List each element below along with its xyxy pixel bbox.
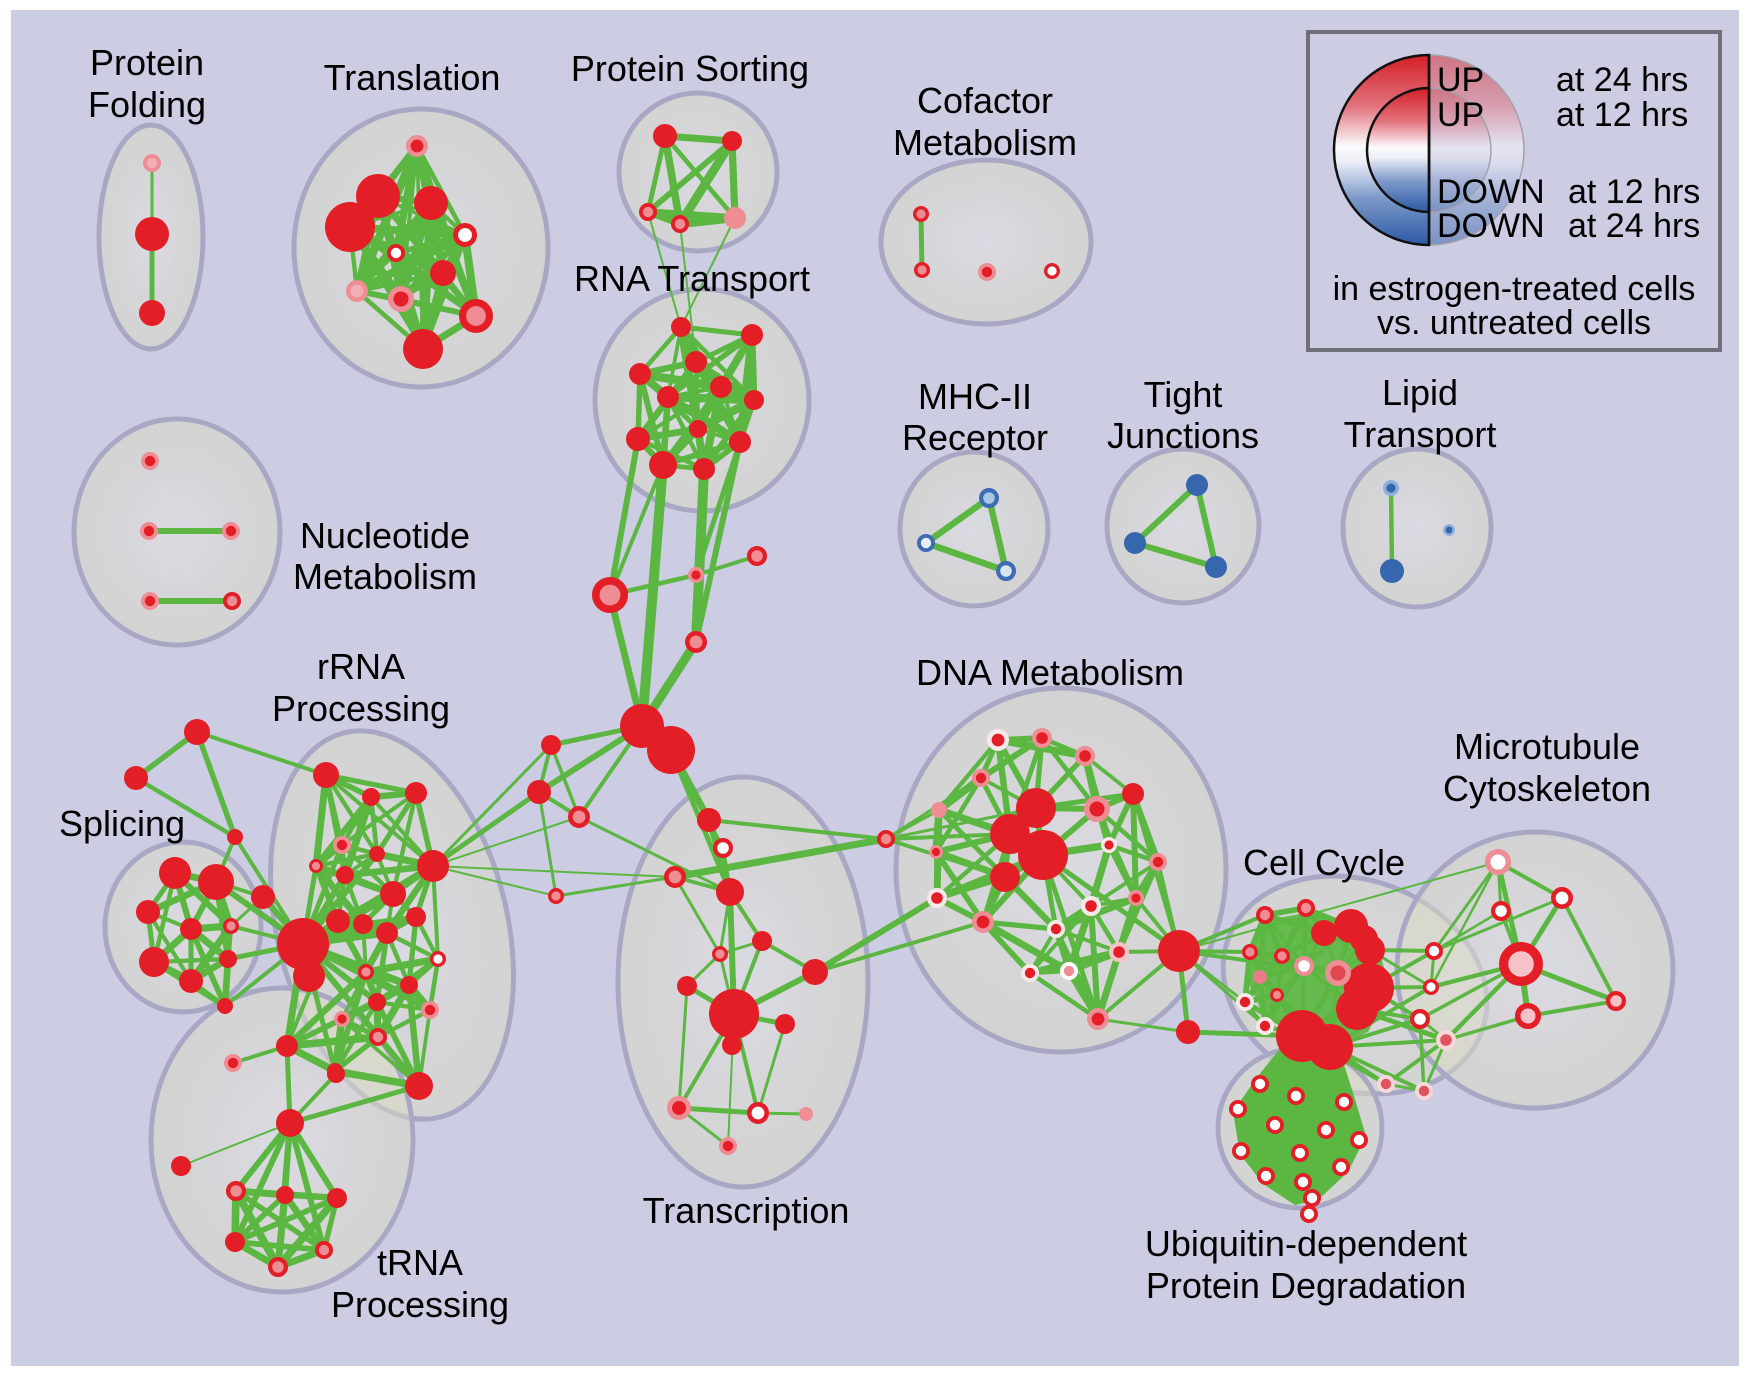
svg-text:DOWN: DOWN — [1437, 173, 1545, 211]
svg-text:Transport: Transport — [1344, 414, 1497, 455]
svg-text:Microtubule: Microtubule — [1454, 726, 1640, 767]
svg-text:RNA Transport: RNA Transport — [574, 258, 810, 299]
svg-text:at 24 hrs: at 24 hrs — [1568, 207, 1700, 245]
svg-text:Metabolism: Metabolism — [293, 556, 477, 597]
svg-text:Processing: Processing — [272, 688, 450, 729]
svg-text:in estrogen-treated cells: in estrogen-treated cells — [1333, 270, 1696, 308]
svg-text:vs. untreated cells: vs. untreated cells — [1377, 304, 1651, 342]
svg-text:Protein Degradation: Protein Degradation — [1146, 1265, 1466, 1306]
svg-text:Translation: Translation — [324, 57, 501, 98]
svg-text:MHC-II: MHC-II — [918, 376, 1032, 417]
svg-text:Protein: Protein — [90, 42, 204, 83]
svg-text:Protein Sorting: Protein Sorting — [571, 48, 809, 89]
svg-text:Splicing: Splicing — [59, 803, 185, 844]
svg-text:Lipid: Lipid — [1382, 372, 1458, 413]
svg-text:Processing: Processing — [331, 1284, 509, 1325]
svg-text:rRNA: rRNA — [317, 646, 405, 687]
svg-text:DOWN: DOWN — [1437, 207, 1545, 245]
svg-text:Metabolism: Metabolism — [893, 122, 1077, 163]
svg-text:at 12 hrs: at 12 hrs — [1568, 173, 1700, 211]
svg-text:Cytoskeleton: Cytoskeleton — [1443, 768, 1651, 809]
svg-text:Nucleotide: Nucleotide — [300, 515, 470, 556]
svg-text:Tight: Tight — [1144, 374, 1223, 415]
svg-text:Folding: Folding — [88, 84, 206, 125]
svg-text:tRNA: tRNA — [377, 1242, 463, 1283]
svg-text:UP: UP — [1437, 96, 1484, 134]
svg-text:Cofactor: Cofactor — [917, 80, 1053, 121]
svg-text:UP: UP — [1437, 61, 1484, 99]
svg-text:at 24 hrs: at 24 hrs — [1556, 61, 1688, 99]
svg-text:Junctions: Junctions — [1107, 415, 1259, 456]
svg-text:Transcription: Transcription — [643, 1190, 850, 1231]
svg-text:DNA Metabolism: DNA Metabolism — [916, 652, 1184, 693]
svg-text:Ubiquitin-dependent: Ubiquitin-dependent — [1145, 1223, 1467, 1264]
svg-text:Receptor: Receptor — [902, 417, 1048, 458]
svg-text:Cell Cycle: Cell Cycle — [1243, 842, 1405, 883]
svg-text:at 12 hrs: at 12 hrs — [1556, 96, 1688, 134]
